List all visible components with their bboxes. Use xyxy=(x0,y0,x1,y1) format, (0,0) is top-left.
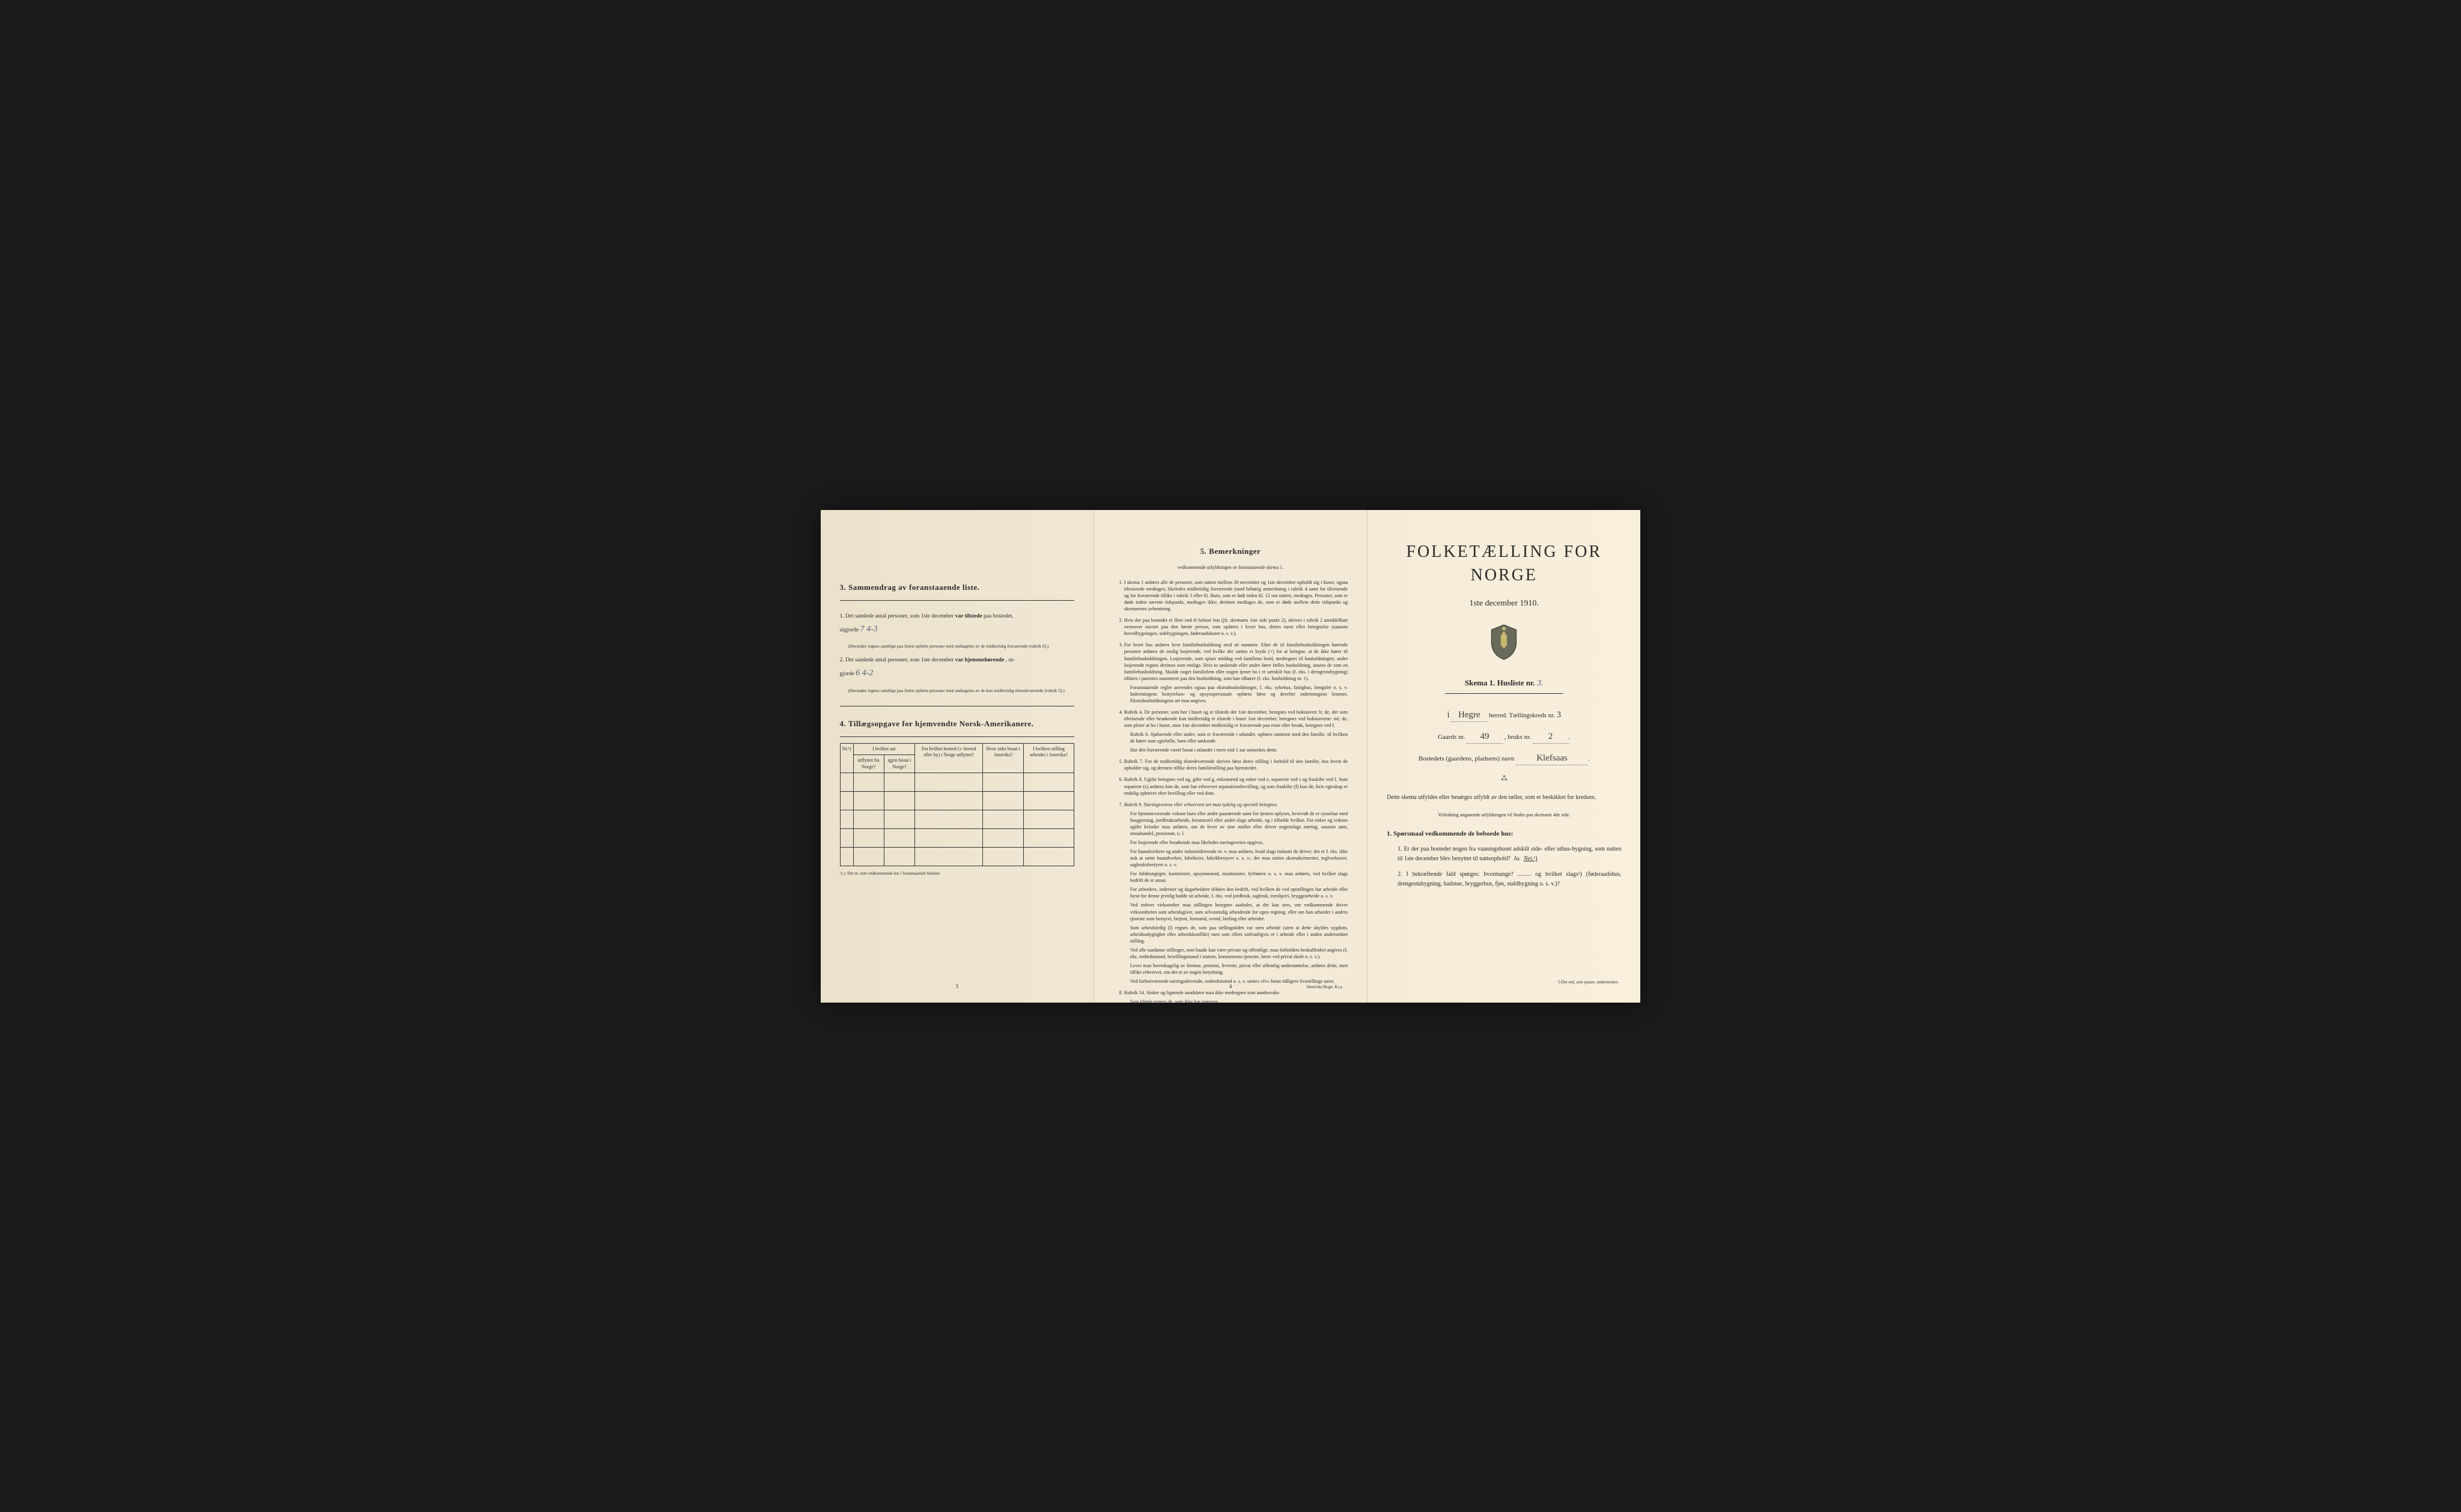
questions-block: 1. Spørsmaal vedkommende de beboede hus:… xyxy=(1387,830,1621,889)
table-row xyxy=(840,810,1074,829)
bosted-name: Klefsaas xyxy=(1516,752,1588,765)
th-from: Fra hvilket bosted (ɔ: herred eller by) … xyxy=(915,743,982,773)
fine-print-1: (Herunder regnes samtlige paa listen opf… xyxy=(848,643,1074,649)
husliste-nr: 3. xyxy=(1537,679,1544,688)
table-row xyxy=(840,829,1074,848)
section-4-title: 4. Tillægsopgave for hjemvendte Norsk-Am… xyxy=(840,718,1074,729)
table-row xyxy=(840,848,1074,866)
coat-of-arms-icon xyxy=(1387,624,1621,663)
page-3: 3. Sammendrag av foranstaaende liste. 1.… xyxy=(821,510,1094,1003)
page-number: 4 xyxy=(1229,983,1232,991)
remark-5: Rubrik 7. For de midlertidig tilstedevær… xyxy=(1124,758,1348,771)
divider xyxy=(840,600,1074,601)
summary-item-1: 1. Det samlede antal personer, som 1ste … xyxy=(840,612,1074,637)
gaards-line: Gaards nr. 49 , bruks nr. 2. xyxy=(1387,730,1621,744)
page-number: 3 xyxy=(955,983,958,991)
printer-mark: Steen'ske Bogtr. Kr.a. xyxy=(1307,985,1343,991)
footnote: ¹) Det ord, som passer, understrekes. xyxy=(1557,980,1619,986)
page-title: FOLKETÆLLING FOR NORGE 1ste december 191… xyxy=(1367,510,1640,1003)
remark-7: Rubrik 9. Næringsveiens eller erhvervets… xyxy=(1124,801,1348,985)
instructions-sub: Veiledning angaaende utfyldningen vil fi… xyxy=(1387,812,1621,818)
fine-print-2: (Herunder regnes samtlige paa listen opf… xyxy=(848,687,1074,694)
table-row xyxy=(840,773,1074,792)
remark-2: Hvis der paa bostedet er flere end ét be… xyxy=(1124,617,1348,637)
bruks-nr: 2 xyxy=(1533,730,1569,744)
remark-1: I skema 1 anføres alle de personer, som … xyxy=(1124,579,1348,612)
skema-line: Skema 1. Husliste nr. 3. xyxy=(1387,678,1621,690)
page-4: 5. Bemerkninger vedkommende utfyldningen… xyxy=(1094,510,1367,1003)
summary-item-2: 2. Det samlede antal personer, som 1ste … xyxy=(840,655,1074,681)
question-heading: 1. Spørsmaal vedkommende de beboede hus: xyxy=(1387,830,1621,839)
instructions: Dette skema utfyldes eller besørges utfy… xyxy=(1387,793,1621,802)
section-3-title: 3. Sammendrag av foranstaaende liste. xyxy=(840,582,1074,593)
document-spread: 3. Sammendrag av foranstaaende liste. 1.… xyxy=(821,510,1641,1003)
footnote: ¹) ɔ: Det nr. som vedkommende har i fora… xyxy=(840,871,1074,877)
th-year2: igjen bosat i Norge? xyxy=(884,755,915,773)
census-date: 1ste december 1910. xyxy=(1387,598,1621,610)
handwritten-count-2: 6 4-2 xyxy=(856,669,873,678)
remarks-list: I skema 1 anføres alle de personer, som … xyxy=(1113,579,1348,1005)
answer-nei: Nei.¹) xyxy=(1524,855,1538,862)
th-nr: Nr.¹) xyxy=(840,743,853,773)
th-job: I hvilken stilling arbeidet i Amerika? xyxy=(1024,743,1074,773)
kreds-nr: 3 xyxy=(1557,710,1562,720)
remark-4: Rubrik 4. De personer, som bor i huset o… xyxy=(1124,709,1348,753)
census-title: FOLKETÆLLING FOR NORGE xyxy=(1387,540,1621,587)
remark-3: For hvert hus anføres hver familiehushol… xyxy=(1124,642,1348,704)
question-1: 1. Er der paa bostedet nogen fra vaaning… xyxy=(1398,845,1621,864)
gaards-nr: 49 xyxy=(1467,730,1503,744)
herred-name: Hegre xyxy=(1451,709,1487,722)
divider xyxy=(1445,693,1563,694)
remark-8: Rubrik 14. Sinker og lignende aandsløve … xyxy=(1124,989,1348,1005)
handwritten-count-1: 7 4-3 xyxy=(860,625,878,634)
section-5-title: 5. Bemerkninger xyxy=(1113,546,1348,557)
bosted-line: Bostedets (gaardens, pladsens) navn Klef… xyxy=(1387,752,1621,765)
th-where: Hvor sidst bosat i Amerika? xyxy=(982,743,1024,773)
question-2: 2. I bekræftende fald spørges: hvormange… xyxy=(1398,870,1621,889)
th-year-group: I hvilket aar xyxy=(853,743,915,754)
remark-6: Rubrik 8. Ugifte betegnes ved ug, gifte … xyxy=(1124,776,1348,796)
herred-line: i Hegre herred. Tællingskreds nr. 3 xyxy=(1387,709,1621,722)
ornament-icon: ⁂ xyxy=(1387,774,1621,784)
th-year1: utflyttet fra Norge? xyxy=(853,755,884,773)
section-5-subtitle: vedkommende utfyldningen av foranstaaend… xyxy=(1113,564,1348,571)
emigrant-table: Nr.¹) I hvilket aar Fra hvilket bosted (… xyxy=(840,743,1074,866)
divider xyxy=(840,736,1074,737)
table-row xyxy=(840,792,1074,810)
